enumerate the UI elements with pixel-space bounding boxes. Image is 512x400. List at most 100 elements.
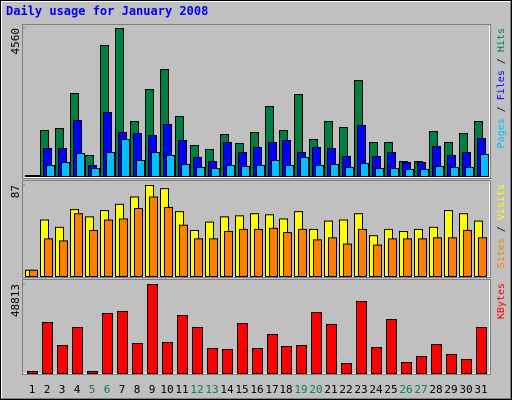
bar: [151, 152, 160, 177]
bar: [106, 152, 115, 177]
bar: [315, 164, 324, 178]
bar: [194, 238, 203, 278]
bar: [196, 167, 205, 177]
legend: Sites / Visits: [496, 184, 507, 268]
y-tick-label: 4560: [9, 28, 22, 55]
x-tick-label: 26: [399, 383, 412, 396]
x-tick-label: 18: [279, 383, 292, 396]
bar: [134, 208, 143, 277]
legend-separator: /: [496, 52, 507, 70]
bar: [42, 321, 53, 374]
bar: [121, 139, 130, 177]
bar: [403, 238, 412, 278]
bar: [211, 168, 220, 178]
bar: [89, 229, 98, 277]
legend-entry: Pages: [496, 118, 507, 148]
bar: [254, 228, 263, 277]
bar: [285, 164, 294, 178]
bar: [46, 164, 55, 178]
bar: [480, 153, 489, 177]
bar: [386, 318, 397, 374]
bar: [239, 228, 248, 277]
x-tick-label: 23: [354, 383, 367, 396]
bar: [281, 345, 292, 375]
legend-separator: /: [496, 220, 507, 238]
bar: [164, 206, 173, 277]
x-tick-label: 5: [89, 383, 96, 396]
x-tick-label: 1: [29, 383, 36, 396]
bar: [296, 344, 307, 374]
bar: [283, 232, 292, 278]
bar: [241, 166, 250, 178]
bar: [431, 343, 442, 374]
bar: [192, 326, 203, 375]
bar: [136, 159, 145, 178]
x-tick-label: 25: [384, 383, 397, 396]
bar: [91, 168, 100, 178]
bar: [298, 228, 307, 277]
legend: KBytes: [496, 283, 507, 319]
bar: [328, 237, 337, 277]
x-tick-label: 28: [429, 383, 442, 396]
bar: [326, 323, 337, 374]
bar: [149, 196, 158, 278]
x-tick-label: 17: [265, 383, 278, 396]
bar: [269, 227, 278, 277]
bar: [358, 228, 367, 277]
bar: [330, 163, 339, 177]
bar: [162, 341, 173, 374]
x-tick-label: 15: [235, 383, 248, 396]
x-tick-label: 7: [119, 383, 126, 396]
legend-entry: Visits: [496, 184, 507, 220]
bar: [61, 162, 70, 177]
bar: [147, 284, 158, 374]
x-tick-label: 8: [134, 383, 141, 396]
x-tick-label: 14: [220, 383, 234, 396]
bar: [72, 326, 83, 375]
bar: [405, 168, 414, 177]
bar: [388, 238, 397, 278]
bar: [76, 153, 85, 178]
panel-bevel: [23, 25, 490, 178]
x-tick-label: 19: [294, 383, 307, 396]
bar: [166, 155, 175, 177]
x-tick-label: 3: [59, 383, 66, 396]
legend-entry: Hits: [496, 28, 507, 52]
bar: [177, 314, 188, 375]
bar: [222, 348, 233, 375]
bar: [267, 333, 278, 374]
bar: [271, 159, 280, 178]
bar: [29, 269, 38, 278]
bar: [207, 347, 218, 374]
x-tick-label: 30: [459, 383, 472, 396]
bar: [390, 168, 399, 178]
bar: [416, 355, 427, 374]
bar: [465, 167, 474, 177]
bar: [313, 239, 322, 278]
bar: [356, 300, 367, 375]
legend-entry: Sites: [496, 238, 507, 268]
bar: [345, 167, 354, 177]
bar: [401, 361, 412, 374]
x-tick-label: 20: [309, 383, 322, 396]
x-tick-label: 12: [190, 383, 203, 396]
legend-entry: Files: [496, 70, 507, 100]
bar: [31, 175, 40, 177]
x-tick-label: 31: [474, 383, 487, 396]
bar: [300, 157, 309, 177]
bar: [476, 326, 487, 375]
bar: [433, 237, 442, 277]
bar: [224, 231, 233, 278]
bar: [44, 238, 53, 278]
bar: [420, 168, 429, 177]
bar: [179, 224, 188, 278]
bar: [463, 229, 472, 277]
bar: [360, 163, 369, 178]
bar: [209, 238, 218, 278]
bar: [104, 219, 113, 277]
bar: [119, 218, 128, 278]
bar: [237, 322, 248, 375]
